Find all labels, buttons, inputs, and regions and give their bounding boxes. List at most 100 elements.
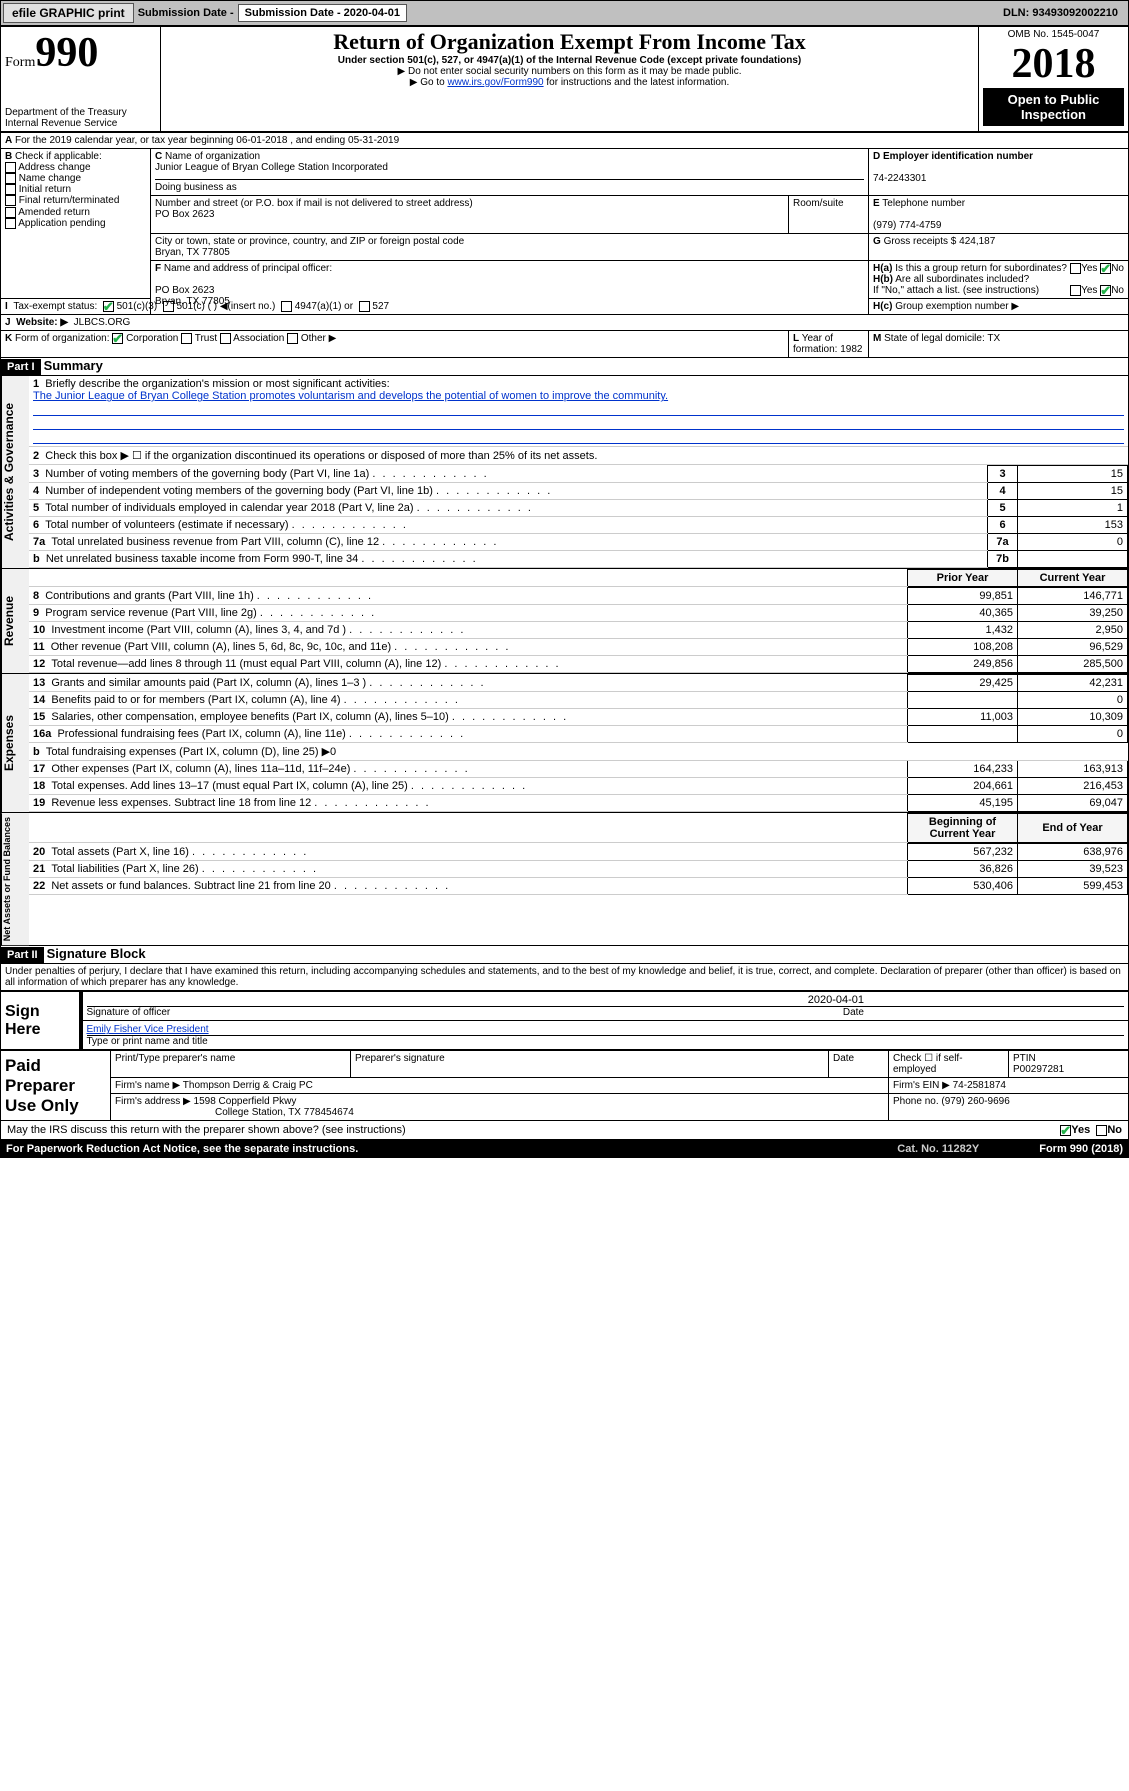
table-row: 10 Investment income (Part VIII, column … (29, 622, 1128, 639)
sig-officer-label: Signature of officer (87, 1007, 171, 1018)
efile-print-button[interactable]: efile GRAPHIC print (3, 3, 134, 23)
assoc-checkbox[interactable] (220, 333, 231, 344)
city-value: Bryan, TX 77805 (155, 247, 230, 258)
website-value: JLBCS.ORG (74, 317, 131, 328)
footer-left: For Paperwork Reduction Act Notice, see … (6, 1143, 358, 1155)
firm-ein: 74-2581874 (953, 1080, 1006, 1091)
initial-return-checkbox[interactable] (5, 184, 16, 195)
jurat-text: Under penalties of perjury, I declare th… (0, 964, 1129, 991)
name-change-checkbox[interactable] (5, 173, 16, 184)
street-address: PO Box 2623 (155, 209, 214, 220)
open-public: Open to Public Inspection (983, 88, 1124, 126)
phone-label: Telephone number (882, 198, 965, 209)
firm-addr1: 1598 Copperfield Pkwy (194, 1096, 297, 1107)
table-row: 17 Other expenses (Part IX, column (A), … (29, 761, 1128, 778)
501c3-checkbox[interactable] (103, 301, 114, 312)
corp-checkbox[interactable] (112, 333, 123, 344)
form-subtitle: Under section 501(c), 527, or 4947(a)(1)… (165, 55, 974, 66)
table-row: 13 Grants and similar amounts paid (Part… (29, 675, 1128, 692)
prior-year-header: Prior Year (908, 570, 1018, 587)
end-year-header: End of Year (1018, 814, 1128, 843)
final-return-checkbox[interactable] (5, 195, 16, 206)
form-org-label: Form of organization: (15, 333, 110, 344)
discuss-no[interactable] (1096, 1125, 1107, 1136)
org-name-label: Name of organization (165, 151, 260, 162)
part1-header: Part I (1, 359, 41, 375)
group-exemption-label: Group exemption number ▶ (895, 301, 1019, 312)
submission-date: Submission Date - 2020-04-01 (238, 4, 407, 22)
firm-phone: (979) 260-9696 (941, 1096, 1009, 1107)
table-row: 21 Total liabilities (Part X, line 26) 3… (29, 861, 1128, 878)
table-row: 16a Professional fundraising fees (Part … (29, 726, 1128, 743)
hb-no[interactable] (1100, 285, 1111, 296)
tax-year: 2018 (983, 40, 1124, 88)
firm-phone-label: Phone no. (893, 1096, 939, 1107)
hb-note: If "No," attach a list. (see instruction… (873, 285, 1039, 296)
addr-change-checkbox[interactable] (5, 162, 16, 173)
table-row: 9 Program service revenue (Part VIII, li… (29, 605, 1128, 622)
top-toolbar: efile GRAPHIC print Submission Date - Su… (0, 0, 1129, 26)
revenue-label: Revenue (1, 569, 29, 673)
prep-sig-label: Preparer's signature (351, 1051, 829, 1078)
year-formation: 1982 (840, 344, 862, 355)
prep-name-label: Print/Type preparer's name (111, 1051, 351, 1078)
prep-date-label: Date (829, 1051, 889, 1078)
discuss-yes[interactable] (1060, 1125, 1071, 1136)
firm-addr2: College Station, TX 778454674 (215, 1107, 354, 1118)
table-row: 14 Benefits paid to or for members (Part… (29, 692, 1128, 709)
typed-label: Type or print name and title (87, 1035, 1125, 1047)
form-header: Form990 Department of the Treasury Inter… (0, 26, 1129, 132)
firm-name-label: Firm's name ▶ (115, 1080, 180, 1091)
footer-mid: Cat. No. 11282Y (897, 1143, 979, 1155)
other-checkbox[interactable] (287, 333, 298, 344)
table-row: 4 Number of independent voting members o… (29, 483, 1128, 500)
dept-treasury: Department of the Treasury (5, 107, 156, 118)
sign-here-label: Sign Here (1, 992, 81, 1050)
subordinates-label: Are all subordinates included? (895, 274, 1029, 285)
officer-addr1: PO Box 2623 (155, 285, 214, 296)
box-b-label: Check if applicable: (15, 151, 102, 162)
table-row: 7a Total unrelated business revenue from… (29, 534, 1128, 551)
501c-checkbox[interactable] (163, 301, 174, 312)
ptin-label: PTIN (1013, 1053, 1036, 1064)
group-return-label: Is this a group return for subordinates? (895, 263, 1067, 274)
goto-note: ▶ Go to www.irs.gov/Form990 for instruct… (165, 77, 974, 88)
table-row: 18 Total expenses. Add lines 13–17 (must… (29, 778, 1128, 795)
amended-checkbox[interactable] (5, 207, 16, 218)
table-row: 22 Net assets or fund balances. Subtract… (29, 878, 1128, 895)
identity-section: A For the 2019 calendar year, or tax yea… (0, 132, 1129, 358)
page-footer: For Paperwork Reduction Act Notice, see … (0, 1140, 1129, 1158)
omb-number: OMB No. 1545-0047 (983, 29, 1124, 40)
website-label: Website: ▶ (16, 317, 68, 328)
527-checkbox[interactable] (359, 301, 370, 312)
ptin-value: P00297281 (1013, 1064, 1064, 1075)
current-year-header: Current Year (1018, 570, 1128, 587)
firm-ein-label: Firm's EIN ▶ (893, 1080, 950, 1091)
4947-checkbox[interactable] (281, 301, 292, 312)
expenses-label: Expenses (1, 674, 29, 812)
date-label: Date (843, 1007, 864, 1018)
ha-yes[interactable] (1070, 263, 1081, 274)
hb-yes[interactable] (1070, 285, 1081, 296)
app-pending-checkbox[interactable] (5, 218, 16, 229)
tax-status-label: Tax-exempt status: (13, 301, 97, 312)
table-row: 19 Revenue less expenses. Subtract line … (29, 795, 1128, 812)
firm-name: Thompson Derrig & Craig PC (183, 1080, 313, 1091)
trust-checkbox[interactable] (181, 333, 192, 344)
addr-label: Number and street (or P.O. box if mail i… (155, 198, 473, 209)
net-assets-label: Net Assets or Fund Balances (1, 813, 29, 945)
phone-value: (979) 774-4759 (873, 220, 941, 231)
table-row: b Total fundraising expenses (Part IX, c… (29, 743, 1128, 761)
footer-right: Form 990 (2018) (1039, 1143, 1123, 1155)
part2-title: Signature Block (47, 946, 146, 961)
domicile: TX (987, 333, 1000, 344)
discontinued-label: Check this box ▶ ☐ if the organization d… (45, 450, 597, 462)
irs-link[interactable]: www.irs.gov/Form990 (447, 77, 543, 88)
ein-value: 74-2243301 (873, 173, 926, 184)
ha-no[interactable] (1100, 263, 1111, 274)
officer-label: Name and address of principal officer: (164, 263, 332, 274)
year-formation-label: Year of formation: (793, 333, 837, 355)
part1-title: Summary (44, 358, 103, 373)
gross-value: 424,187 (959, 236, 995, 247)
table-row: 8 Contributions and grants (Part VIII, l… (29, 588, 1128, 605)
